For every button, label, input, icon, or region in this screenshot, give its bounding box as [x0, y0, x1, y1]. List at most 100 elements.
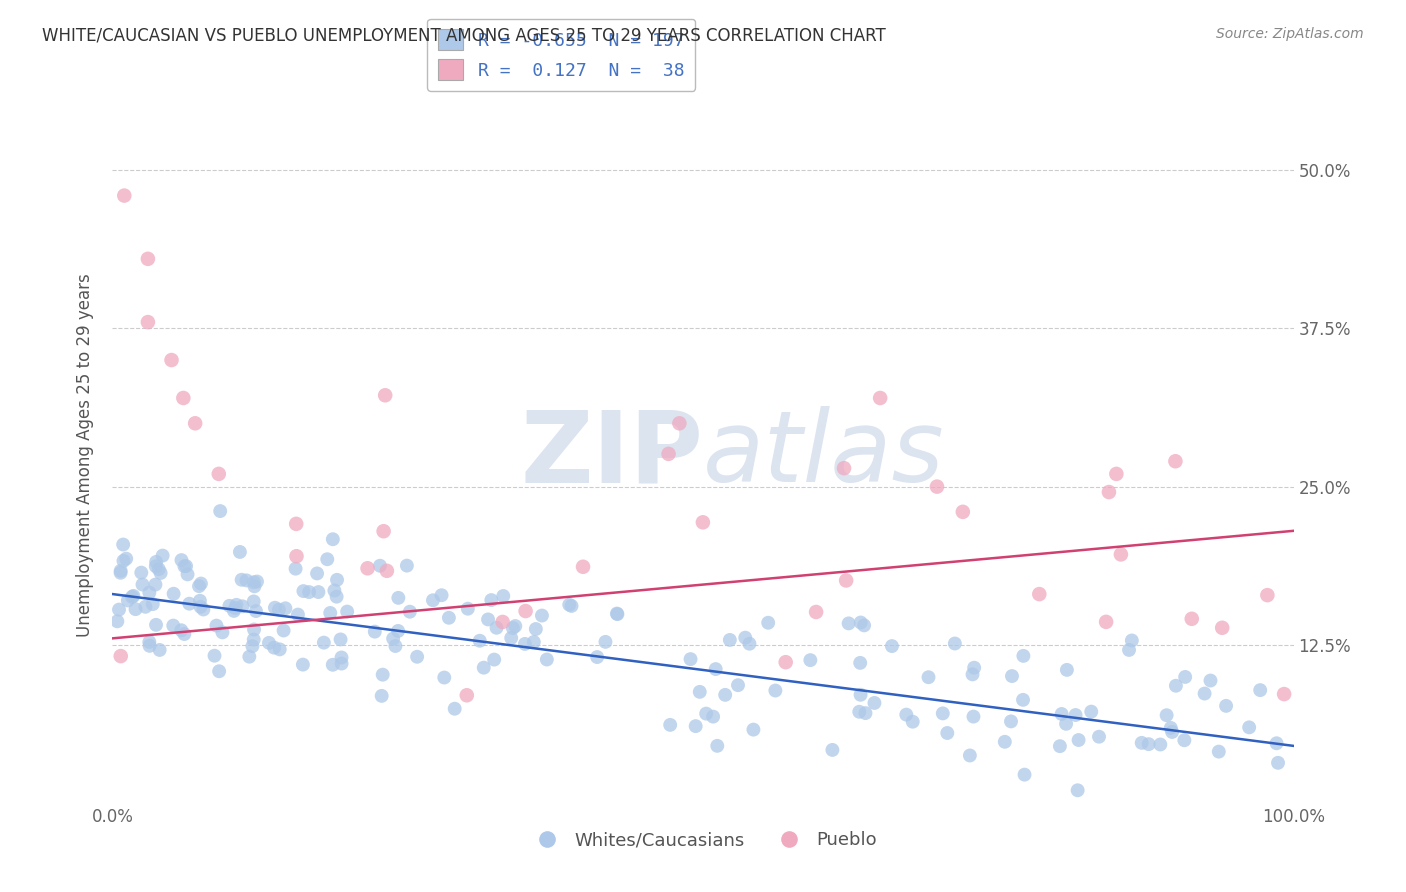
Point: [1056, 663, 1078, 677]
Point: [472, 661, 495, 675]
Text: Source: ZipAtlas.com: Source: ZipAtlas.com: [1216, 27, 1364, 41]
Point: [704, 662, 727, 676]
Point: [382, 632, 405, 646]
Point: [134, 599, 156, 614]
Point: [560, 599, 582, 613]
Point: [586, 650, 609, 665]
Point: [225, 598, 247, 612]
Point: [659, 718, 682, 732]
Point: [145, 577, 167, 591]
Point: [257, 636, 280, 650]
Point: [832, 461, 855, 475]
Point: [1272, 687, 1295, 701]
Point: [243, 575, 266, 590]
Point: [962, 709, 984, 723]
Point: [112, 188, 135, 202]
Point: [706, 739, 728, 753]
Point: [336, 605, 359, 619]
Point: [356, 561, 378, 575]
Point: [1267, 756, 1289, 770]
Point: [855, 706, 877, 720]
Point: [515, 604, 537, 618]
Point: [896, 707, 918, 722]
Point: [821, 743, 844, 757]
Point: [162, 587, 184, 601]
Point: [869, 391, 891, 405]
Point: [387, 624, 409, 638]
Point: [1109, 548, 1132, 562]
Point: [657, 447, 679, 461]
Point: [1208, 745, 1230, 759]
Point: [734, 631, 756, 645]
Point: [962, 667, 984, 681]
Point: [513, 637, 536, 651]
Point: [1211, 621, 1233, 635]
Point: [138, 635, 160, 649]
Point: [224, 601, 246, 615]
Point: [273, 624, 295, 638]
Point: [492, 589, 515, 603]
Legend: Whites/Caucasians, Pueblo: Whites/Caucasians, Pueblo: [522, 824, 884, 856]
Point: [718, 632, 741, 647]
Point: [110, 566, 132, 580]
Point: [1137, 737, 1160, 751]
Point: [430, 588, 453, 602]
Point: [849, 615, 872, 630]
Point: [246, 574, 269, 589]
Point: [963, 661, 986, 675]
Point: [138, 585, 160, 599]
Point: [501, 631, 523, 645]
Point: [108, 602, 131, 616]
Point: [136, 315, 159, 329]
Point: [285, 516, 308, 531]
Point: [1149, 738, 1171, 752]
Point: [375, 564, 398, 578]
Point: [1164, 454, 1187, 468]
Point: [231, 599, 253, 614]
Point: [702, 709, 724, 723]
Point: [160, 353, 183, 368]
Point: [188, 579, 211, 593]
Point: [190, 599, 212, 614]
Point: [395, 558, 418, 573]
Point: [1012, 693, 1035, 707]
Point: [136, 252, 159, 266]
Point: [849, 688, 872, 702]
Point: [149, 566, 172, 580]
Point: [330, 650, 353, 665]
Point: [1156, 708, 1178, 723]
Point: [1249, 683, 1271, 698]
Point: [145, 559, 167, 574]
Point: [121, 590, 143, 604]
Point: [112, 537, 135, 551]
Point: [1080, 705, 1102, 719]
Point: [1215, 698, 1237, 713]
Point: [1256, 588, 1278, 602]
Point: [468, 633, 491, 648]
Point: [243, 579, 266, 593]
Point: [325, 590, 347, 604]
Point: [124, 602, 146, 616]
Point: [433, 671, 456, 685]
Point: [131, 577, 153, 591]
Point: [959, 748, 981, 763]
Point: [492, 615, 515, 629]
Point: [235, 574, 257, 588]
Point: [456, 688, 478, 702]
Point: [222, 604, 245, 618]
Point: [242, 632, 264, 647]
Point: [373, 524, 395, 539]
Point: [1121, 633, 1143, 648]
Point: [176, 567, 198, 582]
Point: [145, 617, 167, 632]
Point: [1088, 730, 1111, 744]
Point: [110, 649, 132, 664]
Point: [387, 591, 409, 605]
Point: [880, 639, 903, 653]
Point: [863, 696, 886, 710]
Point: [485, 621, 508, 635]
Point: [523, 635, 546, 649]
Point: [502, 621, 524, 635]
Point: [188, 593, 211, 607]
Point: [1066, 783, 1088, 797]
